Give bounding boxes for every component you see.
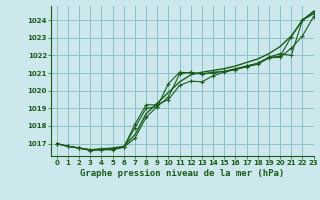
X-axis label: Graphe pression niveau de la mer (hPa): Graphe pression niveau de la mer (hPa) [80, 169, 284, 178]
